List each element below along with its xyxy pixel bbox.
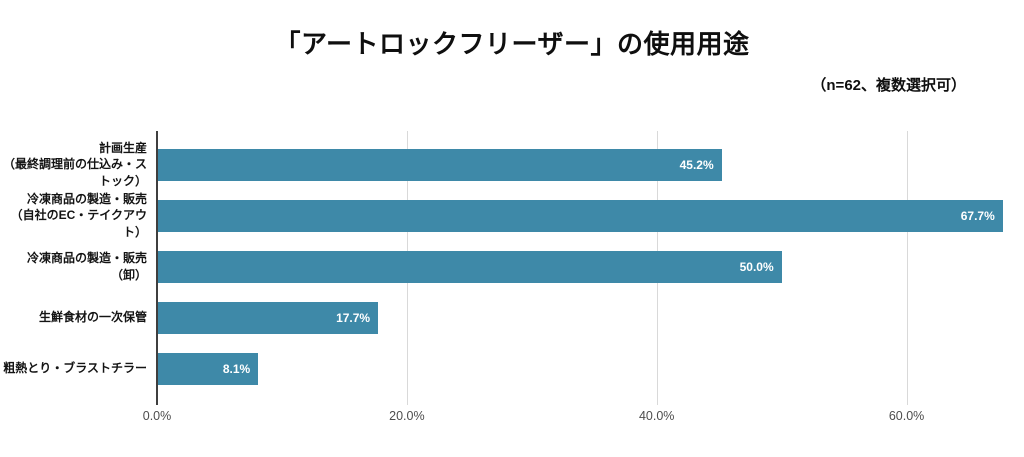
category-label: 粗熱とり・ブラストチラー [3, 361, 147, 376]
bar: 50.0% [157, 250, 782, 283]
bar-track: 50.0% [157, 241, 1014, 292]
bar: 67.7% [157, 199, 1003, 232]
x-tick-label: 0.0% [142, 409, 172, 423]
bar: 45.2% [157, 148, 722, 181]
category-label: 計画生産 （最終調理前の仕込み・ストック） [2, 141, 147, 188]
y-axis-line [156, 131, 158, 405]
bar-row: 生鮮食材の一次保管 17.7% [0, 292, 1014, 343]
x-gridline [906, 131, 908, 405]
bar-track: 17.7% [157, 292, 1014, 343]
x-tick-label: 40.0% [638, 409, 675, 423]
bar: 8.1% [157, 352, 259, 385]
chart-subtitle: （n=62、複数選択可） [811, 77, 966, 94]
bar-track: 45.2% [157, 139, 1014, 190]
bar: 17.7% [157, 301, 379, 334]
bar-rows: 計画生産 （最終調理前の仕込み・ストック） 45.2% 冷凍商品の製造・販売 （自社… [0, 139, 1014, 394]
bar-row: 冷凍商品の製造・販売 （自社のEC・テイクアウト） 67.7% [0, 190, 1014, 241]
bar-value-label: 17.7% [336, 310, 371, 325]
bar-value-label: 45.2% [679, 157, 714, 172]
x-tick-label: 60.0% [888, 409, 925, 423]
x-tick-label: 20.0% [389, 409, 425, 423]
category-label: 生鮮食材の一次保管 [38, 310, 147, 325]
bar-value-label: 67.7% [960, 208, 995, 223]
category-label: 冷凍商品の製造・販売 （自社のEC・テイクアウト） [10, 192, 147, 239]
bar-row: 計画生産 （最終調理前の仕込み・ストック） 45.2% [0, 139, 1014, 190]
category-label: 冷凍商品の製造・販売（卸） [26, 251, 147, 282]
bar-row: 粗熱とり・ブラストチラー 8.1% [0, 343, 1014, 394]
bar-value-label: 8.1% [222, 361, 251, 376]
bar-track: 67.7% [157, 190, 1014, 241]
bar-value-label: 50.0% [739, 259, 774, 274]
bar-row: 冷凍商品の製造・販売（卸） 50.0% [0, 241, 1014, 292]
chart-title: 「アートロックフリーザー」の使用用途 [274, 29, 750, 59]
bar-track: 8.1% [157, 343, 1014, 394]
